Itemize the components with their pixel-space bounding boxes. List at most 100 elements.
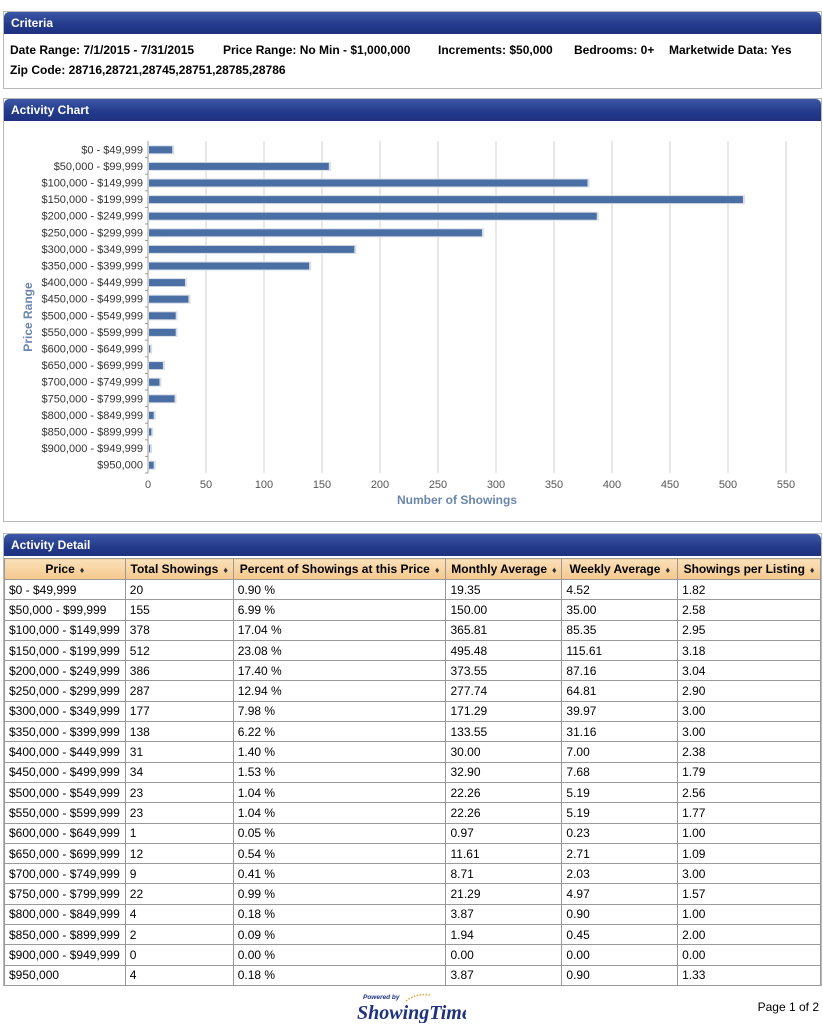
x-axis-title: Number of Showings bbox=[397, 493, 517, 507]
table-cell: 7.98 % bbox=[232, 700, 447, 723]
table-cell: 1.79 bbox=[677, 761, 821, 783]
table-row: $700,000 - $749,999 9 0.41 % 8.71 2.03 3.00 bbox=[4, 863, 821, 885]
table-cell: 31 bbox=[124, 741, 234, 763]
table-cell: 3.87 bbox=[445, 964, 563, 986]
column-header-2[interactable]: Percent of Showings at this Price ♦ bbox=[232, 558, 447, 580]
sort-icon[interactable]: ♦ bbox=[809, 565, 815, 575]
table-cell: 378 bbox=[124, 619, 234, 641]
x-tick-label: 200 bbox=[371, 479, 389, 491]
y-tick-label: $950,000 bbox=[97, 460, 143, 472]
table-cell: 3.00 bbox=[677, 721, 821, 743]
table-cell: 4 bbox=[124, 903, 234, 926]
table-row: $350,000 - $399,999 138 6.22 % 133.55 31.16 3… bbox=[4, 721, 821, 743]
page-number: Page 1 of 2 bbox=[757, 1000, 819, 1014]
table-cell: 2.71 bbox=[561, 842, 679, 865]
bedrooms: Bedrooms: 0+ bbox=[574, 43, 655, 57]
bar-shadow bbox=[149, 444, 152, 454]
table-cell: 177 bbox=[124, 700, 234, 723]
table-cell: 17.04 % bbox=[232, 619, 447, 641]
y-tick-label: $200,000 - $249,999 bbox=[41, 211, 143, 223]
table-cell: $250,000 - $299,999 bbox=[4, 680, 126, 702]
table-cell: 2.90 bbox=[677, 680, 821, 702]
sort-icon[interactable]: ♦ bbox=[434, 565, 440, 575]
x-tick-label: 100 bbox=[255, 479, 273, 491]
bar bbox=[149, 328, 176, 336]
y-tick-label: $100,000 - $149,999 bbox=[41, 178, 143, 190]
table-cell: 17.40 % bbox=[232, 660, 447, 682]
table-cell: 3.87 bbox=[445, 903, 563, 926]
table-cell: 133.55 bbox=[445, 721, 563, 743]
table-cell: 0.41 % bbox=[232, 863, 447, 885]
sort-icon[interactable]: ♦ bbox=[665, 565, 671, 575]
table-row: $950,000 4 0.18 % 3.87 0.90 1.33 bbox=[4, 964, 821, 986]
x-tick-label: 400 bbox=[603, 479, 621, 491]
table-cell: 31.16 bbox=[561, 721, 679, 743]
table-cell: 30.00 bbox=[445, 741, 563, 763]
table-row: $300,000 - $349,999 177 7.98 % 171.29 39.97 3… bbox=[4, 700, 821, 723]
column-header-4[interactable]: Weekly Average ♦ bbox=[561, 558, 679, 580]
table-cell: 22.26 bbox=[445, 802, 563, 824]
sort-icon[interactable]: ♦ bbox=[79, 565, 85, 575]
table-cell: 7.00 bbox=[561, 741, 679, 763]
table-cell: 34 bbox=[124, 761, 234, 783]
table-cell: 373.55 bbox=[445, 660, 563, 682]
x-tick-label: 500 bbox=[719, 479, 737, 491]
brand-text: ShowingTime bbox=[357, 1002, 466, 1023]
powered-by-text: Powered by bbox=[363, 994, 400, 1001]
table-cell: 21.29 bbox=[445, 883, 563, 905]
table-cell: $700,000 - $749,999 bbox=[4, 863, 126, 885]
table-cell: 512 bbox=[124, 639, 234, 662]
table-cell: 87.16 bbox=[561, 660, 679, 682]
column-header-label: Percent of Showings at this Price bbox=[239, 562, 430, 576]
table-cell: 2.58 bbox=[677, 599, 821, 621]
table-cell: 0.18 % bbox=[232, 964, 447, 986]
table-cell: $200,000 - $249,999 bbox=[4, 660, 126, 682]
table-cell: $550,000 - $599,999 bbox=[4, 802, 126, 824]
bar bbox=[149, 445, 150, 453]
column-header-5[interactable]: Showings per Listing ♦ bbox=[677, 558, 821, 580]
table-cell: 6.22 % bbox=[232, 721, 447, 743]
column-header-label: Showings per Listing bbox=[683, 562, 805, 576]
table-cell: 386 bbox=[124, 660, 234, 682]
table-cell: 3.00 bbox=[677, 863, 821, 885]
table-row: $50,000 - $99,999 155 6.99 % 150.00 35.00 2.5… bbox=[4, 599, 821, 621]
table-cell: 0.97 bbox=[445, 822, 563, 844]
table-cell: 12 bbox=[124, 842, 234, 865]
table-cell: 1.00 bbox=[677, 903, 821, 926]
bar bbox=[149, 162, 329, 170]
bar bbox=[149, 279, 185, 287]
sort-icon[interactable]: ♦ bbox=[223, 565, 228, 575]
bar bbox=[149, 196, 743, 204]
table-cell: 0.05 % bbox=[232, 822, 447, 844]
table-cell: 138 bbox=[124, 721, 234, 743]
table-cell: 1.82 bbox=[677, 578, 821, 601]
activity-detail-panel: Activity Detail Price ♦ Total Showings ♦ Per… bbox=[3, 533, 822, 986]
table-body: $0 - $49,999 20 0.90 % 19.35 4.52 1.82 $50,000… bbox=[4, 578, 821, 986]
table-cell: 1.40 % bbox=[232, 741, 447, 763]
sort-icon[interactable]: ♦ bbox=[552, 565, 557, 575]
column-header-0[interactable]: Price ♦ bbox=[4, 558, 126, 580]
x-tick-label: 0 bbox=[145, 479, 151, 491]
y-tick-label: $750,000 - $799,999 bbox=[41, 393, 143, 405]
table-cell: 0.90 bbox=[561, 903, 679, 926]
table-cell: 1 bbox=[124, 822, 234, 844]
activity-chart-panel: Activity Chart 0 50 100 150 200 250 300 350 400 4… bbox=[3, 98, 822, 522]
bar bbox=[149, 179, 588, 187]
table-cell: $650,000 - $699,999 bbox=[4, 842, 126, 865]
table-cell: 2.95 bbox=[677, 619, 821, 641]
table-row: $400,000 - $449,999 31 1.40 % 30.00 7.00 2.38 bbox=[4, 741, 821, 763]
table-row: $500,000 - $549,999 23 1.04 % 22.26 5.19 2.56 bbox=[4, 781, 821, 804]
column-header-1[interactable]: Total Showings ♦ bbox=[124, 558, 234, 580]
table-cell: $750,000 - $799,999 bbox=[4, 883, 126, 905]
table-cell: 3.18 bbox=[677, 639, 821, 662]
table-cell: 12.94 % bbox=[232, 680, 447, 702]
bar bbox=[149, 295, 189, 303]
table-cell: 5.19 bbox=[561, 802, 679, 824]
bar bbox=[149, 378, 160, 386]
table-cell: $450,000 - $499,999 bbox=[4, 761, 126, 783]
table-cell: 2.03 bbox=[561, 863, 679, 885]
column-header-3[interactable]: Monthly Average ♦ bbox=[445, 558, 563, 580]
table-cell: 2 bbox=[124, 924, 234, 946]
table-header-row: Price ♦ Total Showings ♦ Percent of Showings… bbox=[4, 558, 821, 580]
column-header-label: Monthly Average bbox=[451, 562, 548, 576]
